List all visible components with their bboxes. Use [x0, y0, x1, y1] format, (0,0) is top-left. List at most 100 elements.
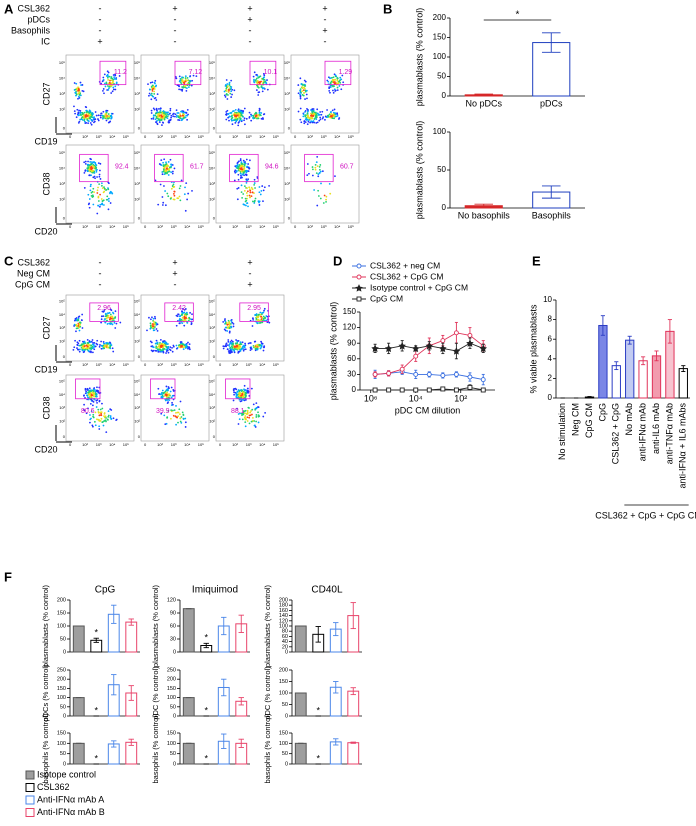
event-dot: [185, 311, 188, 314]
event-dot: [183, 315, 186, 318]
flow-tick-label: 10⁵: [59, 379, 65, 384]
event-dot: [317, 173, 320, 175]
event-dot: [88, 206, 91, 209]
event-dot: [260, 340, 262, 343]
event-dot: [233, 347, 236, 350]
flow-tick-label: 10⁵: [59, 150, 65, 155]
event-dot: [244, 412, 246, 415]
flow-tick-label: 10²: [59, 418, 65, 423]
event-dot: [184, 308, 187, 310]
event-dot: [164, 172, 167, 175]
event-dot: [85, 109, 88, 112]
flow-tick-label: 0: [219, 362, 222, 367]
y-tick-label: 50: [282, 751, 288, 757]
event-dot: [113, 321, 116, 324]
event-dot: [85, 392, 88, 394]
event-dot: [237, 122, 240, 124]
event-dot: [91, 164, 94, 167]
event-dot: [260, 344, 263, 346]
event-dot: [234, 342, 237, 345]
event-dot: [241, 176, 243, 179]
event-dot: [268, 321, 271, 324]
data-point: [452, 347, 461, 355]
event-dot: [307, 114, 309, 117]
flow-tick-label: 10⁴: [109, 362, 115, 367]
event-dot: [179, 117, 182, 120]
y-tick-label: 50: [60, 636, 66, 642]
bar: [651, 355, 662, 399]
event-dot: [164, 111, 167, 114]
event-dot: [243, 384, 246, 387]
event-dot: [247, 392, 249, 394]
event-dot: [330, 80, 333, 83]
gate-percent: 60.7: [340, 164, 354, 171]
event-dot: [164, 423, 167, 426]
event-dot: [263, 307, 266, 310]
event-dot: [179, 113, 182, 116]
event-dot: [168, 399, 171, 402]
event-dot: [165, 385, 168, 388]
event-dot: [241, 112, 244, 114]
event-dot: [306, 112, 309, 115]
gate-percent: 92.4: [115, 164, 129, 171]
event-dot: [152, 118, 155, 120]
event-dot: [308, 172, 310, 175]
y-tick-label: 8: [548, 315, 553, 324]
event-dot: [232, 388, 235, 391]
event-dot: [251, 191, 254, 194]
event-dot: [159, 116, 162, 119]
event-dot: [179, 185, 182, 187]
event-dot: [94, 390, 97, 393]
error-bar: [600, 315, 605, 336]
flow-y-label: CD27: [41, 316, 51, 339]
event-dot: [75, 116, 78, 119]
event-dot: [304, 109, 307, 112]
flow-tick-label: 0: [294, 134, 297, 139]
event-dot: [84, 397, 86, 399]
y-tick-label: 250: [57, 667, 66, 673]
event-dot: [254, 113, 256, 115]
y-axis-label: basophils (% control): [41, 713, 50, 784]
event-dot: [83, 119, 86, 122]
event-dot: [260, 117, 263, 120]
event-dot: [84, 387, 87, 390]
event-dot: [95, 418, 98, 421]
event-dot: [78, 350, 81, 353]
event-dot: [325, 195, 328, 198]
event-dot: [166, 171, 169, 174]
event-dot: [299, 107, 302, 110]
event-dot: [225, 89, 228, 92]
flow-tick-label: 10³: [59, 325, 65, 330]
event-dot: [244, 123, 246, 126]
x-tick-label: anti-IFNα mAb: [637, 403, 647, 461]
event-dot: [162, 168, 165, 171]
flow-frame: [140, 144, 210, 224]
event-dot: [304, 89, 307, 92]
event-dot: [155, 328, 158, 330]
error-bar: [474, 93, 494, 97]
event-dot: [320, 113, 323, 116]
legend-entry: CSL362 + neg CM: [352, 260, 440, 270]
flow-tick-label: 0: [288, 125, 291, 130]
event-dot: [334, 175, 336, 178]
flow-tick-label: 10⁵: [123, 134, 129, 139]
flow-tick-label: 10²: [59, 197, 65, 202]
event-dot: [97, 391, 100, 394]
event-dot: [89, 396, 92, 398]
event-dot: [318, 172, 321, 174]
event-dot: [243, 164, 246, 167]
legend-swatch: [25, 783, 35, 792]
event-dot: [79, 109, 82, 112]
event-dot: [171, 170, 174, 173]
condition-sign: -: [249, 25, 252, 35]
flow-tick-label: 10⁵: [273, 362, 279, 367]
flow-tick-label: 10³: [209, 325, 215, 330]
event-dot: [244, 421, 247, 424]
legend-label: CSL362: [37, 782, 70, 792]
event-dot: [90, 417, 92, 420]
bar: [611, 365, 621, 399]
event-dot: [179, 420, 182, 423]
legend-label: Anti-IFNα mAb B: [37, 807, 105, 817]
event-dot: [93, 175, 96, 178]
event-dot: [184, 186, 186, 189]
